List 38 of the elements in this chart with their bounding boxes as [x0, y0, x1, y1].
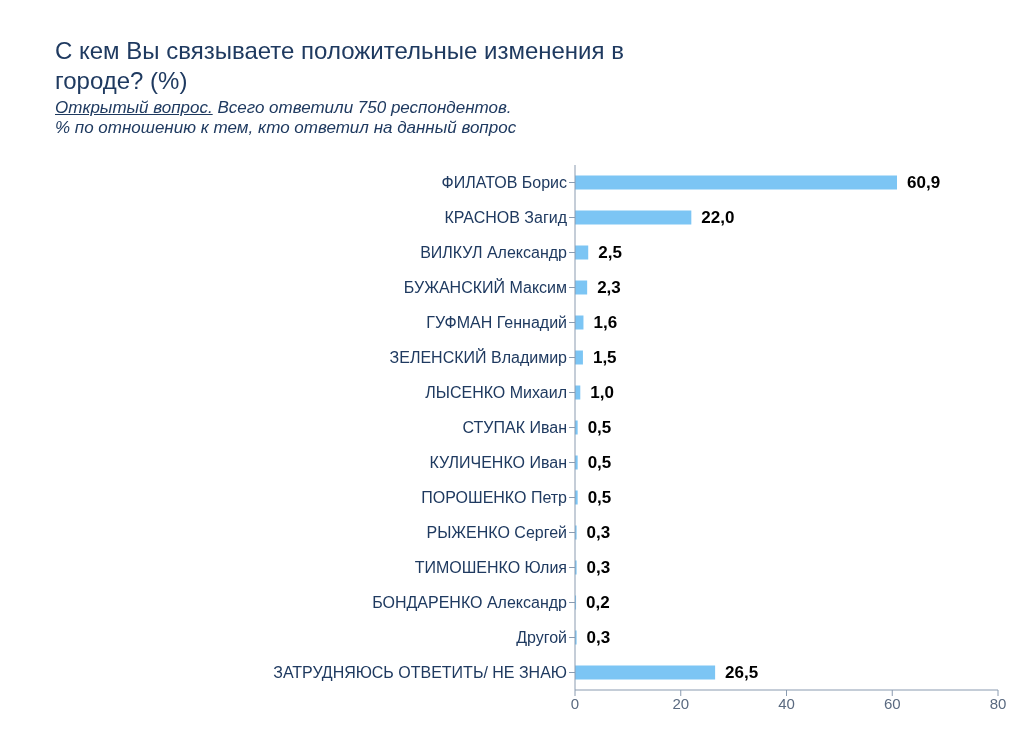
- data-label: 26,5: [725, 663, 759, 682]
- y-tick-label: ГУФМАН Геннадий: [426, 314, 567, 332]
- y-tick-label: ЗЕЛЕНСКИЙ Владимир: [389, 348, 568, 367]
- text: Открытый вопрос. Всего ответили 750 респондентов.: [55, 98, 513, 118]
- text: % по отношению к тем, кто ответил на данный вопрос: [55, 118, 518, 138]
- y-tick-label: КРАСНОВ Загид: [444, 209, 568, 227]
- y-tick-label: КУЛИЧЕНКО Иван: [429, 454, 567, 472]
- y-tick-label: РЫЖЕНКО Сергей: [426, 524, 567, 542]
- y-tick-label: ТИМОШЕНКО Юлия: [414, 559, 567, 577]
- y-tick-label: БУЖАНСКИЙ Максим: [403, 278, 567, 297]
- y-tick-label: СТУПАК Иван: [462, 419, 567, 437]
- data-label: 0,3: [586, 558, 611, 577]
- y-tick-label: ПОРОШЕНКО Петр: [421, 489, 568, 507]
- x-tick-label: 20: [672, 694, 690, 712]
- data-label: 2,5: [598, 243, 622, 262]
- y-tick-label: Другой: [516, 629, 567, 647]
- x-tick-label: 80: [989, 694, 1007, 712]
- text: С кем Вы связываете положительные изменения в городе? (%): [55, 36, 625, 96]
- data-label: 0,5: [587, 453, 612, 472]
- data-label: 0,3: [586, 523, 611, 542]
- data-label: 1,6: [593, 313, 618, 332]
- data-label: 0,3: [586, 628, 611, 647]
- x-tick-label: 0: [570, 694, 580, 712]
- y-tick-label: БОНДАРЕНКО Александр: [372, 594, 568, 612]
- y-tick-label: ВИЛКУЛ Александр: [420, 244, 568, 262]
- x-tick-label: 60: [883, 694, 901, 712]
- y-tick-label: ЛЫСЕНКО Михаил: [425, 384, 567, 402]
- data-label: 0,2: [586, 593, 610, 612]
- y-tick-label: ЗАТРУДНЯЮСЬ ОТВЕТИТЬ/ НЕ ЗНАЮ: [273, 664, 567, 682]
- data-label: 22,0: [701, 208, 735, 227]
- x-tick-label: 40: [778, 694, 795, 712]
- data-label: 0,5: [587, 488, 612, 507]
- data-label: 2,3: [597, 278, 621, 297]
- y-tick-label: ФИЛАТОВ Борис: [441, 174, 567, 192]
- data-label: 60,9: [907, 173, 941, 192]
- data-label: 1,0: [590, 383, 614, 402]
- data-label: 0,5: [587, 418, 612, 437]
- data-label: 1,5: [592, 348, 617, 367]
